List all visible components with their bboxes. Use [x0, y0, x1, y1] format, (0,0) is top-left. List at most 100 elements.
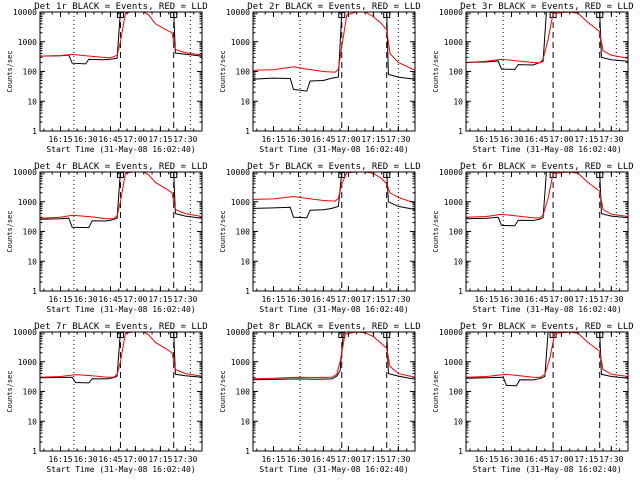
x-tick-label: 16:45 — [98, 135, 122, 144]
chart-title: Det 3r BLACK = Events, RED = LLD — [460, 2, 633, 12]
x-tick-label: 17:15 — [148, 455, 172, 464]
x-axis-label: Start Time (31-May-08 16:02:40) — [259, 145, 408, 154]
events-series-line — [466, 12, 628, 70]
y-tick-label: 1 — [32, 287, 37, 296]
chart-title: Det 8r BLACK = Events, RED = LLD — [247, 322, 420, 332]
y-axis-label: Counts/sec — [219, 50, 227, 92]
y-axis-label: Counts/sec — [432, 50, 440, 92]
detector-panel-2: Det 2r BLACK = Events, RED = LLD 1 10 100 10… — [219, 2, 421, 154]
x-tick-label: 16:15 — [261, 295, 285, 304]
y-tick-label: 1 — [32, 447, 37, 456]
x-tick-label: 16:45 — [311, 455, 335, 464]
x-tick-label: 17:30 — [386, 295, 410, 304]
y-tick-label: 10000 — [226, 8, 250, 17]
x-tick-label: 17:30 — [599, 295, 623, 304]
plot-frame — [252, 11, 416, 132]
y-tick-label: 10 — [27, 417, 37, 426]
lld-series-line — [40, 12, 202, 59]
x-tick-label: 16:30 — [286, 455, 310, 464]
lld-series-line — [253, 172, 415, 204]
y-tick-label: 1 — [245, 287, 250, 296]
x-tick-label: 16:45 — [524, 455, 548, 464]
detector-panel-5: Det 5r BLACK = Events, RED = LLD 1 10 100 10… — [219, 162, 421, 314]
y-tick-label: 10000 — [13, 168, 37, 177]
detector-panel-1: Det 1r BLACK = Events, RED = LLD 1 10 100 10… — [6, 2, 208, 154]
y-tick-label: 10000 — [13, 328, 37, 337]
events-series-line — [253, 332, 415, 381]
x-tick-label: 16:45 — [311, 295, 335, 304]
y-tick-label: 1000 — [18, 38, 37, 47]
y-tick-label: 100 — [236, 68, 251, 77]
x-tick-label: 16:45 — [98, 455, 122, 464]
y-tick-label: 1 — [458, 127, 463, 136]
y-tick-label: 100 — [236, 228, 251, 237]
y-tick-label: 100 — [449, 228, 464, 237]
x-tick-label: 16:15 — [48, 295, 72, 304]
series-group — [40, 332, 202, 384]
x-tick-label: 16:30 — [73, 295, 97, 304]
x-tick-label: 16:30 — [286, 135, 310, 144]
y-tick-label: 10000 — [13, 8, 37, 17]
y-tick-label: 1000 — [231, 198, 250, 207]
detector-panel-4: Det 4r BLACK = Events, RED = LLD 1 10 100 10… — [6, 162, 208, 314]
y-tick-label: 10000 — [439, 328, 463, 337]
x-tick-label: 17:30 — [386, 455, 410, 464]
y-tick-label: 10000 — [226, 168, 250, 177]
x-tick-label: 17:15 — [148, 135, 172, 144]
x-axis-label: Start Time (31-May-08 16:02:40) — [46, 145, 195, 154]
x-tick-label: 16:15 — [261, 455, 285, 464]
y-tick-label: 1000 — [18, 358, 37, 367]
plot-frame — [465, 11, 629, 132]
y-axis-label: Counts/sec — [6, 50, 14, 92]
x-tick-label: 16:15 — [48, 135, 72, 144]
chart-title: Det 2r BLACK = Events, RED = LLD — [247, 2, 420, 12]
x-tick-label: 16:45 — [98, 295, 122, 304]
y-tick-label: 10000 — [439, 168, 463, 177]
lld-series-line — [466, 172, 628, 219]
y-tick-label: 1000 — [231, 38, 250, 47]
y-axis-label: Counts/sec — [6, 210, 14, 252]
y-tick-label: 100 — [449, 68, 464, 77]
series-group — [466, 12, 628, 70]
y-tick-label: 1 — [458, 287, 463, 296]
x-tick-label: 17:00 — [123, 295, 147, 304]
y-axis-label: Counts/sec — [432, 210, 440, 252]
x-tick-label: 17:30 — [386, 135, 410, 144]
x-tick-label: 17:30 — [173, 295, 197, 304]
x-tick-label: 16:45 — [524, 295, 548, 304]
detector-panel-8: Det 8r BLACK = Events, RED = LLD 1 10 100 10… — [219, 322, 421, 474]
lld-series-line — [466, 12, 628, 64]
x-tick-label: 16:30 — [499, 295, 523, 304]
series-group — [40, 172, 202, 229]
plot-frame — [252, 331, 416, 452]
series-group — [466, 172, 628, 227]
chart-title: Det 1r BLACK = Events, RED = LLD — [34, 2, 207, 12]
events-series-line — [253, 12, 415, 92]
x-tick-label: 16:45 — [524, 135, 548, 144]
detector-panel-6: Det 6r BLACK = Events, RED = LLD 1 10 100 10… — [432, 162, 634, 314]
x-tick-label: 17:15 — [574, 455, 598, 464]
y-tick-label: 10 — [27, 257, 37, 266]
x-tick-label: 16:45 — [311, 135, 335, 144]
x-tick-label: 17:15 — [361, 295, 385, 304]
y-tick-label: 1000 — [444, 358, 463, 367]
x-axis-label: Start Time (31-May-08 16:02:40) — [472, 145, 621, 154]
y-tick-label: 10 — [453, 97, 463, 106]
y-tick-label: 1 — [32, 127, 37, 136]
plot-frame — [39, 171, 203, 292]
x-tick-label: 17:00 — [549, 455, 573, 464]
x-tick-label: 17:00 — [549, 135, 573, 144]
chart-title: Det 9r BLACK = Events, RED = LLD — [460, 322, 633, 332]
x-tick-label: 16:15 — [474, 455, 498, 464]
plot-frame — [39, 331, 203, 452]
y-tick-label: 10000 — [439, 8, 463, 17]
lld-series-line — [253, 332, 415, 380]
lld-series-line — [466, 332, 628, 379]
y-tick-label: 100 — [23, 388, 38, 397]
x-tick-label: 17:15 — [574, 295, 598, 304]
y-tick-label: 1000 — [231, 358, 250, 367]
detector-panel-7: Det 7r BLACK = Events, RED = LLD 1 10 100 10… — [6, 322, 208, 474]
y-tick-label: 1 — [245, 127, 250, 136]
events-series-line — [40, 332, 202, 384]
